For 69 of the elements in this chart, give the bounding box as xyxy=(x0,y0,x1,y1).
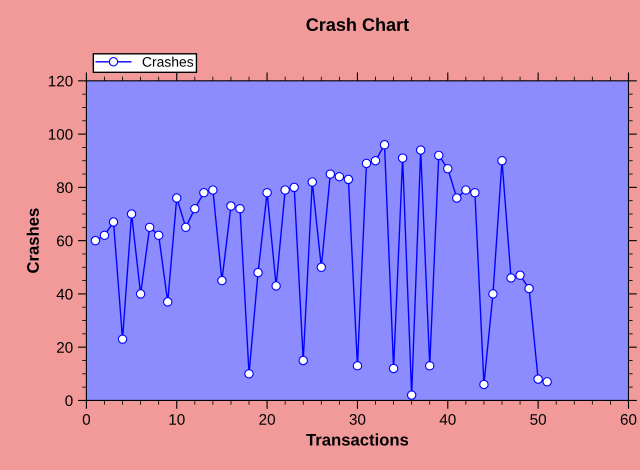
point xyxy=(370,156,380,166)
point xyxy=(172,193,182,203)
point xyxy=(344,174,354,184)
y-tick-label: 120 xyxy=(48,76,73,87)
point xyxy=(542,377,552,387)
point xyxy=(144,222,154,232)
x-tick-label: 30 xyxy=(350,414,366,425)
point xyxy=(461,185,471,195)
x-tick-label: 0 xyxy=(82,414,90,425)
point xyxy=(308,177,317,187)
y-tick-label: 0 xyxy=(65,395,73,406)
point xyxy=(352,361,362,371)
point xyxy=(118,334,128,344)
point xyxy=(262,188,272,198)
y-tick-label: 40 xyxy=(56,288,73,300)
y-axis-title: Crashes xyxy=(26,208,39,273)
x-tick-label: 20 xyxy=(259,414,275,425)
point xyxy=(334,172,344,182)
x-tick-label: 10 xyxy=(169,414,185,425)
point xyxy=(416,145,426,155)
x-tick-label: 60 xyxy=(620,414,636,425)
point xyxy=(515,270,525,280)
point xyxy=(199,188,209,198)
point xyxy=(217,276,227,286)
point xyxy=(424,361,434,371)
point xyxy=(289,182,299,192)
point xyxy=(190,204,200,214)
y-tick-label: 80 xyxy=(56,182,73,194)
x-tick-label: 40 xyxy=(440,414,456,425)
point xyxy=(244,369,254,379)
point xyxy=(326,169,336,179)
point xyxy=(90,236,100,246)
point xyxy=(253,268,263,278)
point xyxy=(126,209,136,219)
point xyxy=(443,164,453,174)
legend-label: Crashes xyxy=(142,56,194,67)
point xyxy=(470,188,480,198)
point xyxy=(181,222,191,232)
point xyxy=(154,230,164,240)
point xyxy=(271,281,281,291)
point xyxy=(280,185,290,195)
point xyxy=(208,185,218,195)
point xyxy=(533,374,543,384)
point xyxy=(226,201,236,211)
point xyxy=(506,273,516,283)
point xyxy=(452,193,462,203)
point xyxy=(434,150,444,160)
chart-title: Crash Chart xyxy=(306,18,409,32)
point xyxy=(298,356,308,366)
point xyxy=(316,262,326,272)
point xyxy=(362,158,372,168)
point xyxy=(479,380,489,390)
point xyxy=(108,217,118,227)
point xyxy=(398,153,408,163)
point xyxy=(488,289,498,299)
x-tick-label: 50 xyxy=(530,414,546,425)
point xyxy=(380,140,390,150)
point xyxy=(497,156,507,166)
x-axis-title: Transactions xyxy=(306,433,408,446)
point xyxy=(388,364,398,374)
y-tick-label: 100 xyxy=(48,128,73,140)
point xyxy=(406,390,416,400)
point xyxy=(136,289,146,299)
y-tick-label: 60 xyxy=(56,236,73,246)
point xyxy=(100,230,110,240)
point xyxy=(235,204,245,214)
point xyxy=(524,284,534,294)
y-tick-label: 20 xyxy=(56,342,73,353)
point xyxy=(162,297,172,307)
